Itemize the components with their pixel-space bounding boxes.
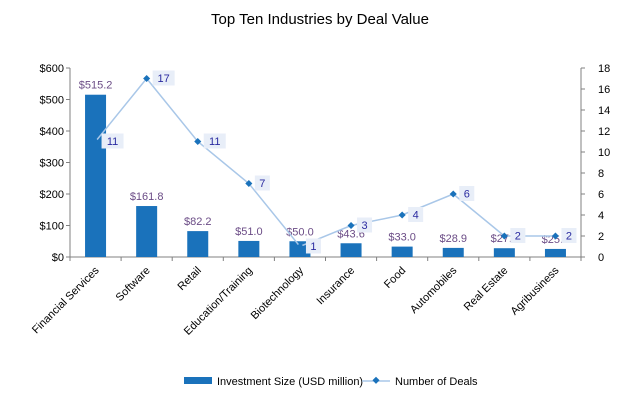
deals-value-label: 2	[566, 231, 572, 243]
y-right-tick-label: 6	[598, 189, 604, 201]
bar-value-label: $33.0	[388, 232, 416, 244]
bar-labels: $515.2$161.8$82.2$51.0 $50.0 $43.6 $33.0 $28…	[79, 80, 569, 246]
deals-value-label: 7	[259, 178, 265, 190]
deals-label-bg	[561, 228, 577, 243]
y-left-tick-label: $600	[40, 63, 64, 75]
deals-point	[296, 242, 304, 251]
x-category-label: Software	[114, 265, 153, 304]
bar	[238, 240, 260, 257]
bar-value-label: $50.0	[286, 226, 314, 238]
x-category-label: Automobiles	[408, 264, 460, 316]
bar	[544, 248, 566, 257]
chart-title: Top Ten Industries by Deal Value	[211, 11, 429, 28]
deals-value-label: 11	[107, 136, 118, 148]
y-right-tick-label: 14	[598, 105, 610, 117]
y-right-tick-label: 16	[598, 84, 610, 96]
deals-value-label: 1	[310, 241, 316, 253]
deals-point	[449, 190, 457, 198]
deals-point	[194, 137, 202, 146]
bar	[85, 94, 107, 257]
deals-label-bg	[254, 175, 270, 191]
deals-point	[398, 211, 406, 219]
y-right-tick-label: 12	[598, 126, 610, 138]
deals-value-label: 3	[361, 220, 367, 232]
deals-label-bg	[203, 133, 226, 149]
deals-label-bg	[357, 217, 373, 233]
deals-label-bg	[305, 238, 321, 254]
deals-labels: 11 17 11 7 1 3 4 6 2 2	[101, 70, 577, 254]
x-category-label: Food	[382, 265, 408, 291]
bar-value-label: $161.8	[130, 191, 164, 203]
deals-point	[143, 74, 151, 83]
deals-label-bg	[408, 207, 424, 222]
x-axis-labels: Financial Services Software RetailEducatio…	[30, 264, 562, 337]
deals-label-bg	[459, 186, 475, 201]
y-right-tick-label: 18	[598, 63, 610, 75]
deals-point	[92, 137, 100, 146]
y-left-tick-label: $300	[40, 158, 64, 170]
bar	[391, 246, 413, 257]
bar-value-label: $51.0	[235, 226, 263, 238]
deals-value-label: 2	[515, 231, 521, 243]
y-left-tick-label: $100	[40, 221, 64, 233]
x-category-label: Insurance	[315, 265, 358, 308]
bar	[187, 231, 209, 257]
bar-value-label: $28.9	[439, 233, 467, 245]
legend: Investment Size (USD million) Number of …	[184, 376, 478, 388]
bar	[493, 248, 515, 257]
y-right-tick-label: 0	[598, 252, 604, 264]
y-left-tick-label: $400	[40, 126, 64, 138]
deals-label-bg	[152, 70, 175, 86]
y-left-tick-label: $200	[40, 189, 64, 201]
x-category-label: Biotechnology	[249, 264, 307, 322]
y-right-tick-label: 10	[598, 147, 610, 159]
deals-line-path	[94, 77, 556, 248]
bar	[136, 206, 158, 257]
deals-value-label: 4	[413, 210, 419, 222]
x-category-label: Retail	[175, 265, 203, 293]
deals-point	[347, 221, 355, 230]
bar	[442, 247, 464, 257]
x-category-label: Real Estate	[462, 265, 511, 314]
legend-line-label: Number of Deals	[395, 376, 478, 388]
deals-value-label: 17	[158, 73, 170, 85]
legend-line-marker	[372, 376, 380, 384]
deals-point	[500, 232, 508, 240]
y-right-tick-label: 4	[598, 210, 604, 222]
deals-point	[245, 179, 253, 188]
y-right-tick-label: 2	[598, 231, 604, 243]
bar	[340, 243, 362, 257]
y-left-tick-label: $500	[40, 95, 64, 107]
deals-value-label: 6	[464, 189, 470, 201]
legend-bar-swatch	[184, 377, 212, 384]
legend-bar-label: Investment Size (USD million)	[217, 376, 363, 388]
y-right-tick-label: 8	[598, 168, 604, 180]
deals-label-bg	[510, 228, 526, 243]
deals-line	[92, 74, 559, 251]
deals-value-label: 11	[209, 136, 220, 148]
y-left-tick-label: $0	[52, 252, 64, 264]
x-category-label: Agribusiness	[509, 264, 562, 317]
bar-value-label: $82.2	[184, 216, 212, 228]
deals-label-bg	[101, 133, 124, 149]
deals-point	[551, 232, 559, 240]
bar-value-label: $515.2	[79, 80, 113, 92]
x-category-label: Financial Services	[30, 264, 102, 336]
